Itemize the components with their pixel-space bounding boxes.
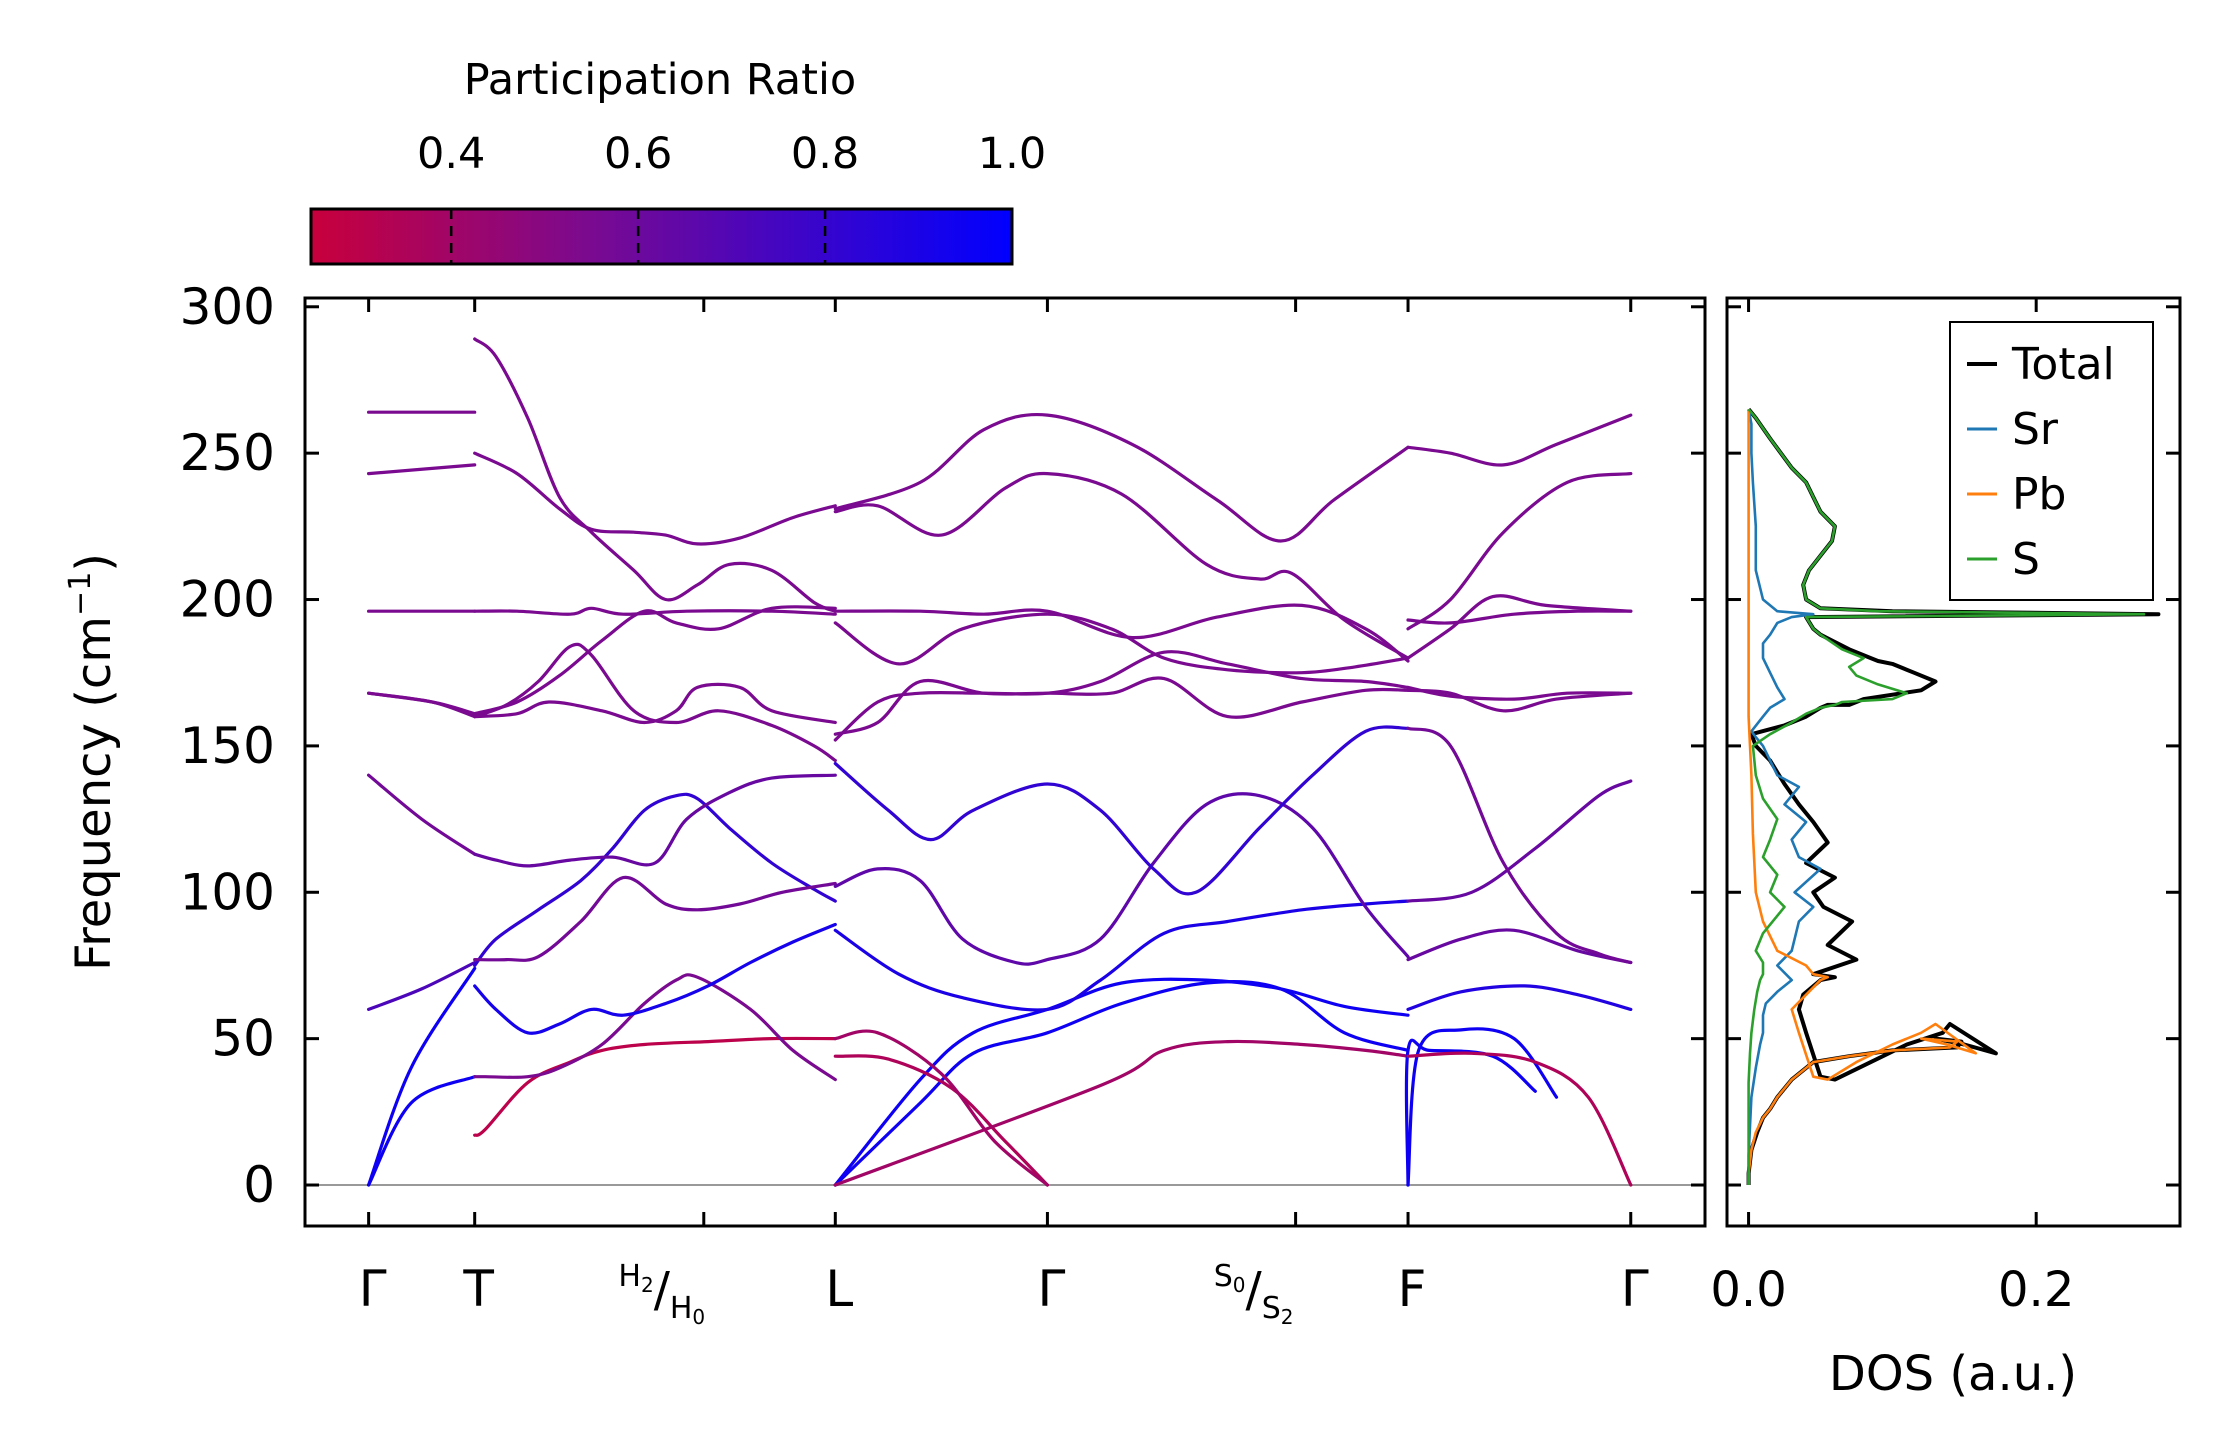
phonon-band [367,463,477,476]
phonon-band [833,471,1410,660]
legend-label-pb: Pb [2012,469,2066,520]
phonon-band [1406,685,1633,701]
phonon-band [473,922,837,1035]
phonon-band [473,606,837,616]
phonon-band [1406,726,1633,965]
phonon-band [833,676,1410,736]
phonon-band [367,691,477,716]
colorbar-tick-label: 0.6 [604,129,672,179]
phonon-band [367,960,477,1011]
phonon-band [833,1054,1049,1187]
frequency-tick-label: 0 [243,1156,275,1214]
phonon-bands [367,337,1633,1187]
dos-legend-items: Total Sr Pb S [1967,339,2115,585]
colorbar-tick-labels: 0.4 0.6 0.8 1.0 [417,129,1046,179]
phonon-band [833,977,1410,1187]
phonon-band [833,1039,1410,1187]
phonon-band [833,980,1410,1187]
phonon-band [1406,984,1633,1011]
phonon-band [833,1029,1049,1187]
k-path-ticks: Γ T H2/H0 L Γ S0/S2 F Γ [359,298,1649,1329]
colorbar-tick-label: 1.0 [978,129,1046,179]
phonon-band [367,773,477,856]
frequency-axis-label-main: Frequency (cm [66,616,122,971]
phonon-band [473,451,837,546]
phonon-band [833,725,1410,896]
legend-label-sr: Sr [2012,404,2059,455]
phonon-band [1406,472,1633,631]
phonon-band [473,642,837,763]
dos-legend-box [1949,321,2154,601]
dos-curves [1746,407,2161,1185]
colorbar-tick-label: 0.8 [791,129,859,179]
dos-panel: 0.0 0.2 DOS (a.u.) Total Sr Pb S [1710,296,2182,1402]
frequency-tick-label: 250 [180,424,275,482]
phonon-band [473,973,837,1082]
legend-label-total: Total [2011,339,2115,390]
frequency-axis-ticks: 0 50 100 150 200 250 300 [180,278,1705,1214]
phonon-band [367,966,477,1187]
phonon-band [1406,609,1633,625]
colorbar-ticks [449,209,827,264]
phonon-band [473,337,837,613]
phonon-band [473,875,837,962]
k-point-label: Γ [1037,1260,1065,1318]
phonon-band [833,792,1410,966]
k-point-label: S0/S2 [1214,1259,1294,1329]
phonon-band [1406,688,1633,713]
frequency-axis-label-close: ) [66,553,122,572]
k-point-label: H2/H0 [618,1259,705,1329]
frequency-tick-label: 150 [180,717,275,775]
frequency-tick-label: 50 [211,1010,275,1068]
phonon-band [833,412,1410,543]
dos-legend: Total Sr Pb S [1949,321,2154,601]
phonon-band [1406,1051,1633,1187]
phonon-band [1406,779,1633,903]
colorbar-gradient [309,207,1014,266]
phonon-band [473,682,837,725]
dos-axis-ticks: 0.0 0.2 [1710,298,2180,1318]
phonon-band [833,612,1410,675]
phonon-band [473,605,837,716]
k-point-label: Γ [359,1260,387,1318]
k-point-label: Γ [1621,1260,1649,1318]
frequency-tick-label: 200 [180,571,275,629]
dos-curve-pb [1747,409,1978,1185]
dos-axes-frame [1725,296,2182,1228]
dos-x-tick-label: 0.0 [1710,1262,1786,1318]
dos-curve-s [1747,408,2146,1185]
phonon-band [367,1075,477,1187]
band-structure-panel: 0 50 100 150 200 250 300 Γ T H2/H0 L Γ S0/S2 F Γ Freq… [63,278,1707,1329]
phonon-band [473,773,837,868]
frequency-axis-label-exponent: −1 [63,572,98,616]
dos-x-tick-label: 0.2 [1998,1262,2074,1318]
phonon-band [1406,594,1633,660]
band-axes-frame [303,296,1707,1228]
phonon-band [833,899,1410,1012]
phonon-band [1406,1027,1559,1187]
phonon-band [1406,413,1633,467]
k-point-label: T [462,1260,494,1318]
frequency-tick-label: 100 [180,863,275,921]
phonon-band [473,792,837,968]
dos-axis-label: DOS (a.u.) [1829,1346,2077,1402]
dos-curve-sr [1747,408,1822,1185]
colorbar: Participation Ratio 0.4 0.6 0.8 1.0 [309,55,1046,266]
phonon-band [473,1036,837,1137]
k-point-label: L [825,1260,853,1318]
phonon-band [1404,1038,1537,1187]
phonon-band [833,650,1410,742]
frequency-tick-label: 300 [180,278,275,336]
legend-label-s: S [2012,534,2040,585]
k-point-label: F [1398,1260,1427,1318]
frequency-axis-label: Frequency (cm−1) [63,553,122,971]
colorbar-tick-label: 0.4 [417,129,485,179]
colorbar-label: Participation Ratio [464,55,857,105]
phonon-band [1406,928,1633,965]
